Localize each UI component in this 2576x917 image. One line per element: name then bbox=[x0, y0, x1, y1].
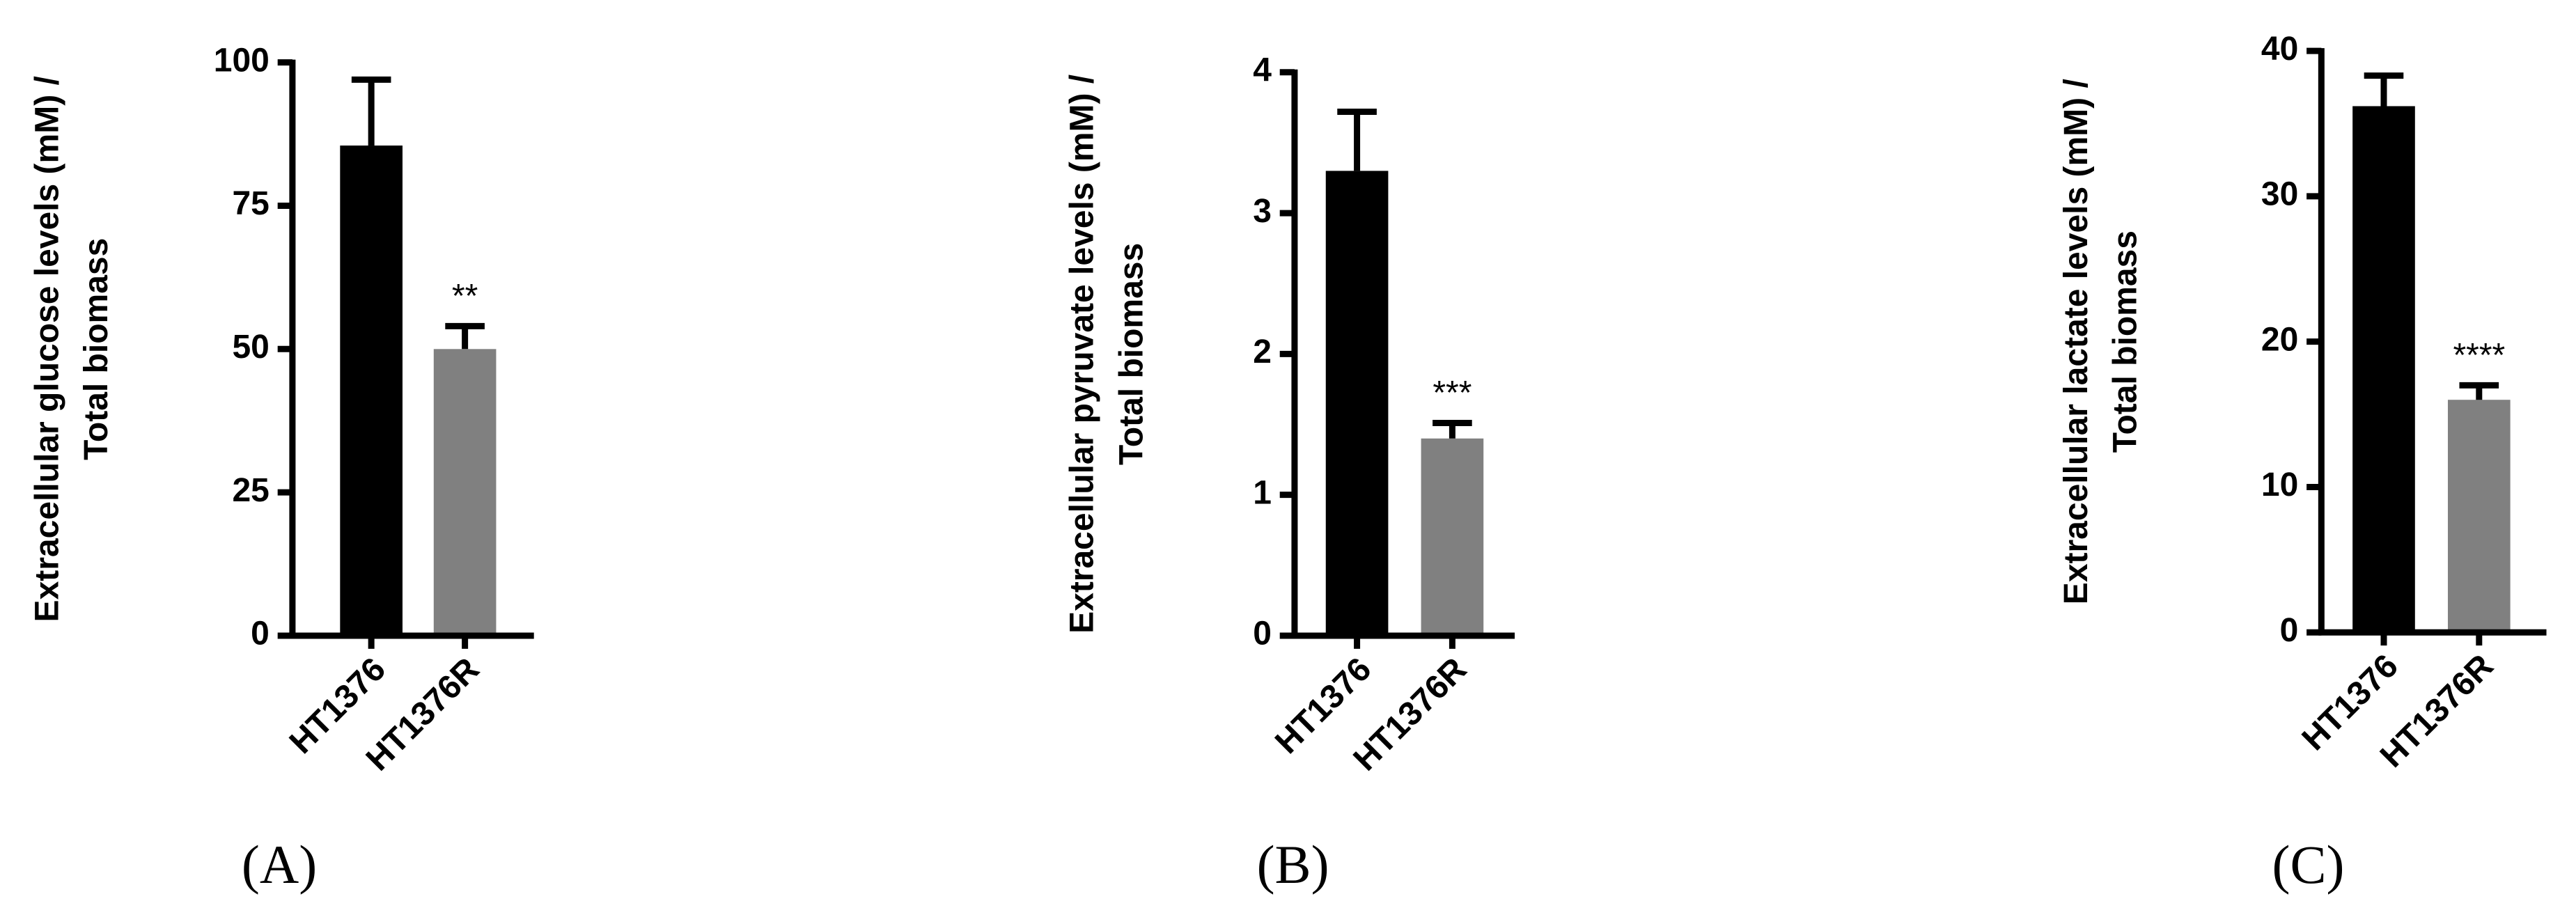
bar bbox=[2447, 400, 2511, 633]
panel: HT1376HT1376R010203040****Extracellular … bbox=[2058, 31, 2547, 895]
y-tick-label: 0 bbox=[251, 616, 270, 652]
y-tick-label: 10 bbox=[2261, 467, 2298, 503]
y-tick-label: 25 bbox=[232, 472, 269, 509]
y-axis-label: Total biomass bbox=[2107, 230, 2144, 453]
bar bbox=[433, 349, 497, 636]
y-tick-label: 30 bbox=[2261, 176, 2298, 213]
panel-label: (C) bbox=[2272, 834, 2344, 895]
bar bbox=[1421, 438, 1484, 636]
error-bar bbox=[2364, 72, 2404, 107]
panel-label: (A) bbox=[242, 834, 317, 895]
panel-label: (B) bbox=[1257, 834, 1329, 895]
error-bar bbox=[445, 322, 485, 350]
y-axis-label: Extracellular lactate levels (mM) / bbox=[2058, 79, 2095, 604]
significance: ** bbox=[452, 278, 478, 315]
significance: **** bbox=[2453, 337, 2505, 374]
y-tick-label: 2 bbox=[1253, 334, 1272, 370]
y-tick-label: 1 bbox=[1253, 474, 1272, 511]
y-tick-label: 4 bbox=[1253, 52, 1272, 88]
y-axis-label: Total biomass bbox=[78, 238, 115, 460]
bar bbox=[1325, 171, 1389, 636]
y-tick-label: 100 bbox=[214, 42, 270, 79]
y-axis-label: Total biomass bbox=[1113, 243, 1150, 465]
bar bbox=[2352, 106, 2415, 633]
y-axis-label: Extracellular glucose levels (mM) / bbox=[29, 76, 65, 622]
error-bar bbox=[1337, 108, 1377, 171]
y-axis-label: Extracellular pyruvate levels (mM) / bbox=[1064, 75, 1101, 634]
y-tick-label: 75 bbox=[232, 185, 269, 222]
error-bar bbox=[351, 76, 391, 146]
y-tick-label: 40 bbox=[2261, 31, 2298, 68]
y-tick-label: 3 bbox=[1253, 193, 1272, 230]
bar bbox=[340, 146, 403, 636]
y-tick-label: 50 bbox=[232, 329, 269, 366]
error-bar bbox=[1433, 419, 1472, 439]
y-tick-label: 0 bbox=[1253, 616, 1272, 652]
significance: *** bbox=[1433, 375, 1472, 412]
y-tick-label: 20 bbox=[2261, 321, 2298, 358]
y-tick-label: 0 bbox=[2280, 612, 2299, 649]
error-bar bbox=[2459, 382, 2499, 400]
